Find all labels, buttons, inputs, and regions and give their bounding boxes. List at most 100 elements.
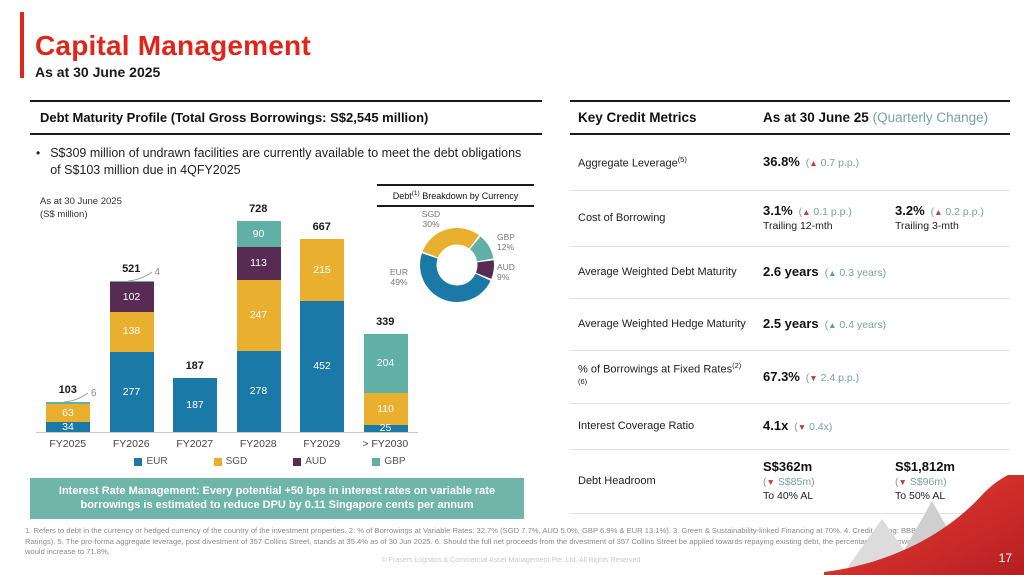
bar-segment-GBP: 90 (236, 220, 281, 247)
up-arrow-icon: ▲ (809, 158, 818, 169)
metrics-header-date: As at 30 June 25 (Quarterly Change) (763, 110, 989, 125)
bar-segment-AUD: 102 (109, 282, 154, 312)
red-accent-bar (20, 12, 24, 78)
footnotes: 1. Refers to debt in the currency or hed… (25, 526, 970, 557)
donut-label-AUD: 9% (497, 272, 510, 282)
metric-value-cell: 67.3% (▼ 2.4 p.p.) (763, 369, 895, 386)
legend-item-SGD: SGD (213, 456, 248, 467)
bullet-dot: • (36, 146, 41, 160)
quarterly-change-value: (▲ 0.4 years) (824, 319, 887, 332)
metric-value-cell: 3.1% (▲ 0.1 p.p.) Trailing 12-mth (763, 203, 895, 234)
up-arrow-icon: ▲ (828, 268, 837, 279)
legend-label: AUD (305, 456, 327, 467)
metric-value-cell: S$362m (▼ S$85m) To 40% AL (763, 459, 895, 503)
bar-segment-AUD: 113 (236, 247, 281, 280)
bar-total-label: 521 (122, 262, 141, 275)
quarterly-change-value: (▼ S$85m) (763, 476, 815, 489)
metrics-rows: Aggregate Leverage(5) 36.8% (▲ 0.7 p.p.) C… (570, 135, 1010, 514)
metric-value-cell: S$1,812m (▼ S$96m) To 50% AL (895, 459, 1002, 503)
donut-slice-AUD (475, 260, 494, 279)
legend-label: GBP (384, 456, 406, 467)
donut-slice-SGD (422, 228, 480, 258)
chart-units-note: As at 30 June 2025 (S$ million) (40, 196, 122, 220)
metric-label: Interest Coverage Ratio (578, 420, 695, 433)
category-label-FY2026: FY2026 (112, 438, 150, 450)
metric-value: 4.1x (763, 418, 789, 434)
metric-label: Debt Headroom (578, 475, 656, 488)
quarterly-change-value: (▲ 0.1 p.p.) (798, 206, 852, 219)
undrawn-facilities-bullet: • S$309 million of undrawn facilities ar… (36, 145, 522, 179)
bar-column-FY2029: 452 215 667 (290, 196, 354, 432)
footnote-ref-1: (1) (411, 190, 420, 197)
metric-label: % of Borrowings at Fixed Rates(2)(6) (578, 361, 742, 386)
donut-label-SGD: 30% (422, 219, 439, 229)
bar-callout-GBP: 4 (127, 267, 160, 282)
up-arrow-icon: ▲ (828, 320, 837, 331)
bar-segment-SGD: 138 (109, 311, 154, 352)
down-arrow-icon: ▼ (766, 477, 775, 488)
metric-value: 67.3% (763, 368, 800, 384)
quarterly-change-value: (▼ S$96m) (895, 476, 947, 489)
debt-maturity-bar-chart: 34 63 103 6 277 138 102 521 4 187 187 278 247 113 90 72… (36, 196, 418, 434)
legend-label: SGD (225, 456, 248, 467)
bar-segment-SGD: 215 (300, 238, 344, 301)
metric-value-cell: 3.2% (▲ 0.2 p.p.) Trailing 3-mth (895, 203, 1002, 234)
bar-segment-GBP: 204 (363, 333, 408, 393)
title-block: Capital Management As at 30 June 2025 (20, 10, 311, 80)
bar-stack: 187 (173, 377, 217, 432)
bar-total-label: 728 (249, 202, 268, 215)
metric-subtext: To 40% AL (763, 489, 814, 502)
metric-value: S$1,812m (895, 459, 955, 475)
category-label-FY2027: FY2027 (176, 438, 214, 450)
metric-label: Cost of Borrowing (578, 212, 666, 225)
metric-value: S$362m (763, 459, 813, 475)
category-label-FY2030: > FY2030 (362, 438, 409, 450)
bar-stack: 452 215 (300, 238, 344, 432)
quarterly-change-value: (▼ 0.4x) (794, 421, 833, 434)
metric-value-cell: 2.6 years (▲ 0.3 years) (763, 264, 895, 281)
bullet-text: S$309 million of undrawn facilities are … (50, 146, 522, 177)
bar-stack: 25 110 204 (363, 333, 408, 434)
bar-segment-GBP (46, 402, 90, 404)
quarterly-change-value: (▲ 0.2 p.p.) (930, 206, 984, 219)
bar-stack: 277 138 102 (109, 280, 154, 432)
donut-label-GBP: 12% (497, 242, 514, 252)
key-credit-metrics-panel: Key Credit Metrics As at 30 June 25 (Qua… (570, 100, 1010, 514)
bar-column-FY2028: 278 247 113 90 728 (227, 196, 291, 432)
page-title: Capital Management (35, 30, 311, 61)
donut-label-EUR: 49% (390, 277, 407, 287)
bar-segment-EUR: 452 (300, 300, 344, 432)
metric-row-average-weighted-debt-maturity: Average Weighted Debt Maturity 2.6 years … (570, 247, 1010, 299)
quarterly-change-value: (▼ 2.4 p.p.) (805, 371, 860, 384)
metrics-header-label: Key Credit Metrics (578, 110, 697, 125)
up-arrow-icon: ▲ (934, 207, 943, 218)
debt-maturity-panel: Debt Maturity Profile (Total Gross Borro… (30, 100, 542, 520)
down-arrow-icon: ▼ (809, 372, 818, 383)
donut-label-SGD: SGD (422, 209, 440, 219)
legend-item-GBP: GBP (372, 456, 406, 467)
metric-value-cell: 4.1x (▼ 0.4x) (763, 418, 895, 435)
bar-chart-category-labels: FY2025 FY2026 FY2027 FY2028 FY2029 > FY2030 (36, 438, 418, 450)
bar-total-label: 339 (376, 315, 395, 328)
category-label-FY2029: FY2029 (303, 438, 341, 450)
metric-value-cell: 2.5 years (▲ 0.4 years) (763, 316, 895, 333)
bar-callout-GBP: 6 (64, 388, 97, 403)
down-arrow-icon: ▼ (898, 477, 907, 488)
bar-column-FY2030: 25 110 204 339 (354, 196, 418, 434)
metric-label: Average Weighted Hedge Maturity (578, 318, 746, 331)
metric-subtext: Trailing 12-mth (763, 220, 833, 233)
donut-slice-GBP (470, 236, 494, 262)
metric-label: Aggregate Leverage(5) (578, 154, 687, 170)
category-label-FY2028: FY2028 (239, 438, 277, 450)
metric-value: 3.1% (763, 203, 793, 219)
page-number: 17 (998, 551, 1012, 565)
metric-value: 36.8% (763, 154, 800, 170)
page-subtitle: As at 30 June 2025 (35, 64, 161, 80)
category-label-FY2025: FY2025 (49, 438, 87, 450)
metric-value-cell: 36.8% (▲ 0.7 p.p.) (763, 154, 895, 171)
currency-legend: EUR SGD AUD GBP (70, 456, 470, 467)
quarterly-change-value: (▲ 0.3 years) (824, 267, 887, 280)
metric-value: 2.5 years (763, 316, 819, 332)
metric-label: Average Weighted Debt Maturity (578, 266, 737, 279)
